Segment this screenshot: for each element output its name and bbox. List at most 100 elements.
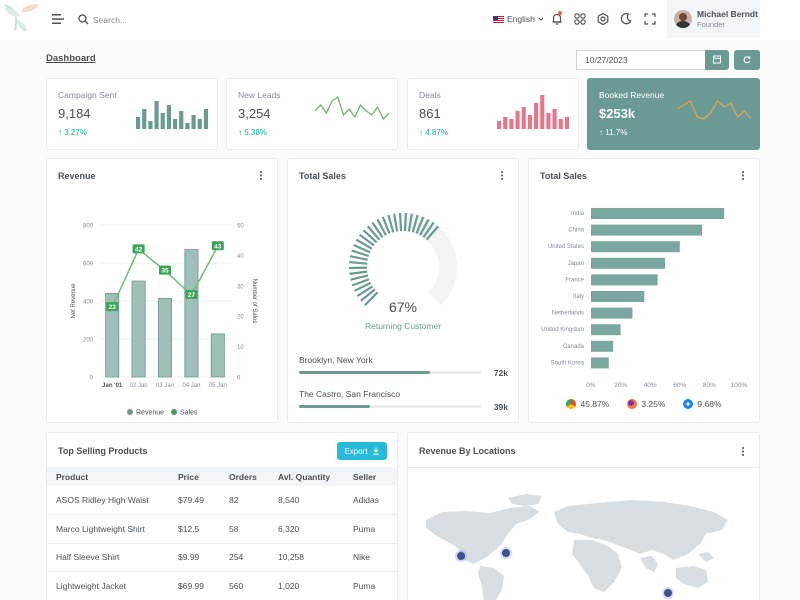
card-title: Total Sales	[540, 171, 587, 181]
kpi-value: $253k	[599, 106, 636, 121]
sales-data-label-bg	[106, 302, 119, 312]
sales-data-label: 35	[161, 268, 169, 275]
location-marker[interactable]	[664, 589, 672, 597]
more-options-icon[interactable]	[259, 170, 263, 181]
sales-data-label: 27	[188, 292, 196, 299]
column-header[interactable]: Orders	[220, 467, 269, 486]
more-options-icon[interactable]	[741, 170, 745, 181]
table-row[interactable]: Half Sleeve Shirt $9.99 254 10,258 Nike	[47, 543, 397, 572]
page-title[interactable]: Dashboard	[46, 53, 96, 64]
gauge-tick	[411, 214, 419, 233]
search-input[interactable]	[93, 12, 253, 28]
country-bar[interactable]	[591, 257, 665, 269]
country-label: South Korea	[551, 360, 585, 366]
gauge-tick	[364, 291, 379, 306]
avatar[interactable]	[674, 10, 692, 28]
column-header[interactable]: Product	[47, 467, 169, 486]
calendar-button[interactable]	[705, 50, 729, 70]
sparkline-bar	[509, 119, 514, 129]
language-label: English	[507, 14, 535, 24]
country-bar[interactable]	[591, 208, 725, 219]
x-tick-label: 02 Jan	[130, 383, 148, 389]
country-label: Japan	[568, 261, 584, 267]
product-orders: 58	[220, 514, 269, 544]
more-options-icon[interactable]	[741, 446, 745, 457]
location-marker[interactable]	[502, 549, 510, 557]
sparkline-bar	[142, 109, 147, 129]
product-price: $12.5	[169, 514, 220, 544]
x-tick-label: 20%	[614, 382, 627, 389]
kpi-value: 3,254	[238, 106, 271, 121]
export-button[interactable]: Export	[337, 442, 387, 460]
x-tick-label: 03 Jan	[156, 383, 174, 389]
gauge-tick	[419, 218, 430, 236]
country-bar[interactable]	[591, 291, 645, 302]
card-title: Total Sales	[299, 171, 346, 181]
gauge-tick	[351, 249, 370, 258]
menu-icon[interactable]	[51, 13, 65, 25]
location-progress-track	[299, 405, 481, 408]
dark-mode-moon-icon[interactable]	[619, 12, 633, 26]
y2-tick-label: 10	[237, 345, 244, 351]
gauge-tick	[362, 229, 378, 244]
revenue-bar[interactable]	[184, 249, 199, 378]
country-label: Italy	[573, 294, 584, 300]
location-name: The Castro, San Francisco	[299, 389, 401, 399]
table-row[interactable]: Marco Lightweight Shirt $12.5 58 6,320 P…	[47, 514, 397, 544]
table-header-row: Product Price Orders Avl. Quantity Selle…	[47, 467, 397, 486]
country-bar[interactable]	[591, 224, 702, 236]
card-title: Revenue By Locations	[419, 446, 516, 456]
calendar-icon	[713, 55, 721, 64]
y2-tick-label: 40	[237, 254, 244, 260]
revenue-bar[interactable]	[158, 297, 173, 378]
country-bar[interactable]	[591, 357, 609, 369]
location-marker[interactable]	[457, 552, 465, 560]
column-header[interactable]: Price	[169, 467, 220, 486]
sparkline-bar	[191, 115, 196, 129]
sparkline-bar	[154, 101, 159, 129]
gauge-tick	[371, 221, 384, 238]
language-selector[interactable]: English	[493, 14, 544, 24]
y2-tick-label: 50	[237, 224, 244, 230]
settings-gear-icon[interactable]	[596, 12, 610, 26]
chrome-icon	[566, 399, 577, 409]
revenue-bar[interactable]	[105, 293, 120, 378]
sparkline-bar	[136, 117, 141, 129]
kpi-change: ↑ 11.7%	[599, 128, 628, 137]
revenue-card: Revenue 0 200 400 600 800 0 10 20 30 40 50 Net Reve…	[46, 158, 278, 423]
date-picker-input[interactable]	[576, 50, 706, 70]
table-row[interactable]: ASOS Ridley High Waist $79.49 82 8,540 A…	[47, 486, 397, 515]
country-bar[interactable]	[591, 324, 621, 336]
column-header[interactable]: Avl. Quantity	[269, 467, 344, 486]
country-bar[interactable]	[591, 241, 680, 253]
revenue-bar[interactable]	[210, 333, 225, 378]
revenue-bar[interactable]	[131, 280, 146, 378]
table-row[interactable]: Lightweight Jacket $69.99 560 1,020 Puma	[47, 571, 397, 600]
location-value: 72k	[493, 368, 508, 378]
fullscreen-icon[interactable]	[643, 12, 657, 26]
legend-label[interactable]: Revenue	[136, 410, 164, 417]
bell-icon[interactable]	[550, 12, 564, 26]
product-seller: Adidas	[344, 486, 397, 515]
refresh-button[interactable]	[734, 50, 760, 70]
country-bar[interactable]	[591, 274, 658, 286]
card-title: Revenue	[58, 171, 96, 181]
kpi-card-deals: Deals 861 ↑ 4.87%	[407, 78, 579, 150]
column-header[interactable]: Seller	[344, 467, 397, 486]
sparkline-bar	[203, 109, 208, 129]
apps-grid-icon[interactable]	[573, 12, 587, 26]
gauge-tick	[381, 216, 391, 235]
sparkline-bar	[540, 95, 545, 129]
gauge-tick	[360, 288, 376, 302]
product-name: Half Sleeve Shirt	[47, 543, 169, 572]
more-options-icon[interactable]	[500, 170, 504, 181]
country-label: France	[565, 277, 584, 283]
gauge-tick	[398, 213, 403, 232]
browser-stat: 45.87%	[566, 399, 609, 409]
country-bar[interactable]	[591, 340, 614, 352]
legend-label[interactable]: Sales	[180, 410, 198, 417]
country-label: China	[568, 228, 584, 234]
product-seller: Puma	[344, 514, 397, 544]
sales-data-label-bg	[185, 289, 198, 299]
country-bar[interactable]	[591, 307, 633, 319]
